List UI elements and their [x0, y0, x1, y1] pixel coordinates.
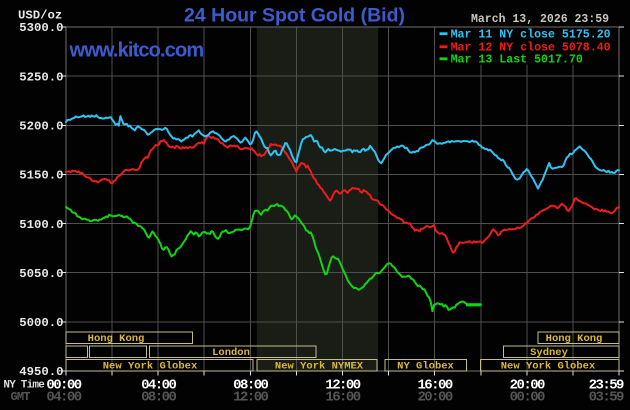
- svg-text:04:00: 04:00: [46, 389, 81, 405]
- svg-text:New York Globex: New York Globex: [501, 361, 596, 373]
- svg-text:5050.0: 5050.0: [19, 267, 63, 281]
- svg-text:5100.0: 5100.0: [19, 218, 63, 232]
- svg-text:12:00: 12:00: [325, 377, 360, 393]
- svg-text:Hong Kong: Hong Kong: [88, 333, 145, 345]
- svg-text:London: London: [212, 347, 250, 359]
- svg-text:4950.0: 4950.0: [19, 365, 63, 379]
- svg-text:04:00: 04:00: [141, 377, 176, 393]
- svg-text:5000.0: 5000.0: [19, 316, 63, 330]
- svg-text:00:00: 00:00: [510, 389, 545, 405]
- svg-text:16:00: 16:00: [325, 389, 360, 405]
- svg-text:24 Hour Spot Gold (Bid): 24 Hour Spot Gold (Bid): [184, 5, 405, 27]
- svg-text:www.kitco.com: www.kitco.com: [69, 40, 204, 62]
- svg-text:March 13, 2026 23:59: March 13, 2026 23:59: [471, 13, 609, 26]
- svg-text:GMT: GMT: [11, 390, 31, 404]
- svg-text:Mar 13 Last 5017.70: Mar 13 Last 5017.70: [451, 54, 583, 67]
- svg-text:16:00: 16:00: [417, 377, 452, 393]
- svg-text:08:00: 08:00: [141, 389, 176, 405]
- svg-text:5250.0: 5250.0: [19, 70, 63, 84]
- svg-text:12:00: 12:00: [233, 389, 268, 405]
- svg-text:Mar 12 NY close 5078.40: Mar 12 NY close 5078.40: [451, 42, 611, 55]
- svg-text:Sydney: Sydney: [530, 347, 569, 359]
- svg-text:NY Time: NY Time: [3, 379, 45, 391]
- svg-text:Mar 11 NY close 5175.20: Mar 11 NY close 5175.20: [451, 29, 611, 42]
- svg-text:20:00: 20:00: [417, 389, 452, 405]
- svg-text:New York Globex: New York Globex: [103, 361, 198, 373]
- svg-text:5300.0: 5300.0: [19, 21, 63, 35]
- svg-text:23:59: 23:59: [589, 377, 624, 393]
- svg-text:Hong Kong: Hong Kong: [546, 333, 603, 345]
- svg-text:00:00: 00:00: [46, 377, 81, 393]
- svg-text:NY Globex: NY Globex: [397, 361, 454, 373]
- svg-text:03:59: 03:59: [589, 389, 624, 405]
- svg-text:New York NYMEX: New York NYMEX: [275, 361, 364, 373]
- svg-text:5150.0: 5150.0: [19, 169, 63, 183]
- svg-text:08:00: 08:00: [233, 377, 268, 393]
- svg-text:20:00: 20:00: [510, 377, 545, 393]
- svg-text:USD/oz: USD/oz: [18, 8, 62, 22]
- svg-text:5200.0: 5200.0: [19, 120, 63, 134]
